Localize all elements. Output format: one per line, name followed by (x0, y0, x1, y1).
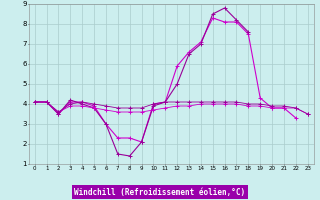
Text: Windchill (Refroidissement éolien,°C): Windchill (Refroidissement éolien,°C) (75, 188, 245, 196)
